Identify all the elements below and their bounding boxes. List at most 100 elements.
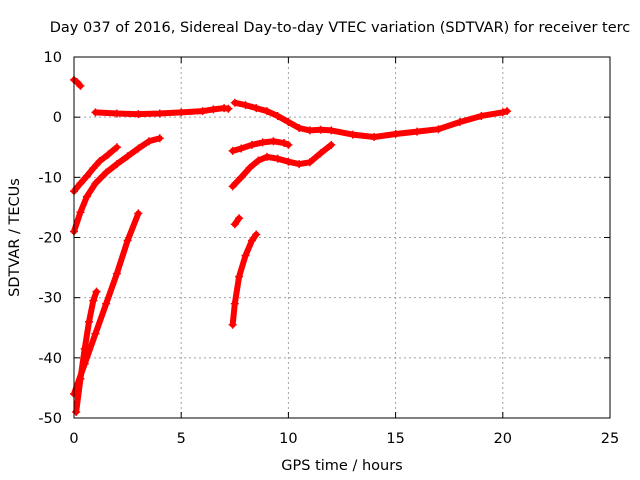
data-point [91,179,100,188]
data-point [80,344,89,353]
y-tick-label: -40 [38,351,62,367]
data-point [245,163,254,172]
data-point [76,374,85,383]
data-line [73,288,100,415]
data-point [348,130,357,139]
data-point [230,220,239,229]
data-point [76,81,85,90]
data-point [284,157,293,166]
y-tick-label: -20 [38,231,62,247]
data-point [498,108,507,117]
data-point [503,107,512,116]
data-point [235,272,244,281]
data-point [104,150,113,159]
data-point [102,299,111,308]
data-point [295,160,304,169]
data-point [370,133,379,142]
data-point [434,125,443,134]
data-point [235,214,244,223]
chart-title: Day 037 of 2016, Sidereal Day-to-day VTE… [50,20,631,36]
data-series-arc-03 [230,98,512,142]
data-point [269,137,278,146]
data-point [134,110,143,119]
data-point [455,117,464,126]
y-tick-label: -30 [38,291,62,307]
data-point [198,107,207,116]
data-series-arc-10 [228,137,293,155]
data-line [229,231,260,328]
data-point [123,152,132,161]
x-tick-label: 10 [279,431,297,447]
x-tick-label: 25 [601,431,619,447]
data-point [134,144,143,153]
x-axis-label: GPS time / hours [281,458,402,474]
data-point [237,144,246,153]
data-point [102,168,111,177]
data-point [123,236,132,245]
data-point [177,108,186,117]
data-line [229,141,335,190]
data-point [284,117,293,126]
data-series-arc-02 [91,104,233,119]
data-point [82,172,91,181]
data-point [305,126,314,135]
data-point [273,154,282,163]
data-point [316,149,325,158]
y-tick-label: 0 [53,110,62,126]
data-point [112,160,121,169]
data-point [112,143,121,152]
data-point [92,287,101,296]
data-point [228,146,237,155]
data-series-arc-08 [230,214,244,229]
y-tick-label: -50 [38,411,62,427]
data-point [258,138,267,147]
data-point [72,407,81,416]
x-tick-label: 15 [386,431,404,447]
data-point [284,140,293,149]
data-point [76,179,85,188]
data-point [413,127,422,136]
data-point [273,111,282,120]
data-point [155,109,164,118]
data-point [316,125,325,134]
data-point [327,140,336,149]
data-point [230,98,239,107]
data-point [82,192,91,201]
data-point [134,209,143,218]
data-point [477,111,486,120]
data-point [209,105,218,114]
data-series [70,75,512,416]
data-point [85,317,94,326]
data-point [89,296,98,305]
data-line [231,99,511,141]
data-point [280,139,289,148]
data-point [145,137,154,146]
data-series-arc-11 [228,140,336,191]
data-point [228,320,237,329]
data-point [224,104,233,113]
data-point [155,134,164,143]
x-tick-label: 0 [69,431,78,447]
grid-lines [74,57,610,418]
data-point [228,182,237,191]
data-point [91,329,100,338]
data-point [262,152,271,161]
data-point [89,164,98,173]
y-tick-label: 10 [44,50,62,66]
data-point [112,109,121,118]
data-point [247,236,256,245]
data-point [95,157,104,166]
data-point [391,130,400,139]
x-tick-label: 5 [177,431,186,447]
data-point [76,208,85,217]
data-series-arc-07 [72,287,101,416]
data-point [237,173,246,182]
axis-ticks: 0 5 10 15 20 25 -50 -40 -30 -20 -10 0 10 [38,50,619,447]
x-tick-label: 20 [494,431,512,447]
data-point [295,123,304,132]
data-series-arc-09 [228,230,261,329]
data-point [305,158,314,167]
data-point [327,126,336,135]
data-point [112,269,121,278]
data-point [241,101,250,110]
